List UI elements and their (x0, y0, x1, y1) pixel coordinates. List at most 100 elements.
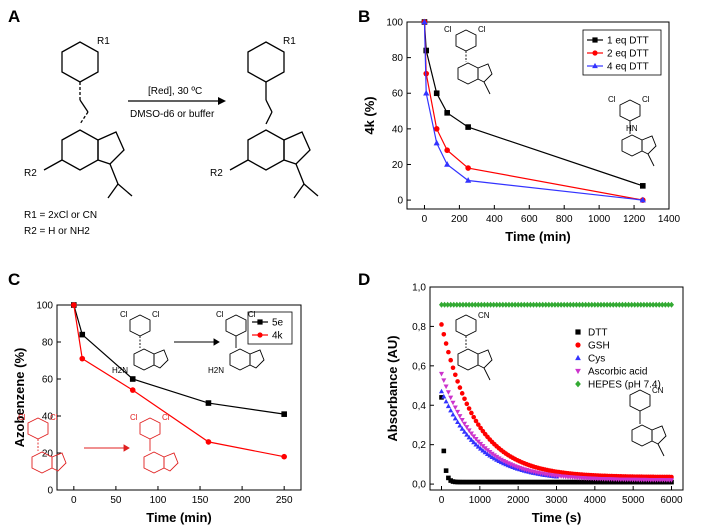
chart-d-legend-marker (575, 354, 581, 361)
chart-b-series-2-eq-dtt-point (444, 147, 450, 154)
r2-definition: R2 = H or NH2 (24, 226, 90, 237)
chart-d-series-cys-point (464, 432, 470, 437)
chart-d-series-ascorbic-acid-point (459, 418, 465, 423)
chart-d-xtick-label: 5000 (622, 495, 645, 506)
chart-d-series-hepes-ph-7-4--point (503, 301, 509, 308)
chart-c-ytick-label: 80 (42, 338, 54, 349)
chart-d-series-ascorbic-acid-point (489, 451, 495, 457)
chart-d-series-dtt-point (561, 479, 566, 485)
product-structure (229, 41, 319, 199)
chart-d-series-hepes-ph-7-4--point (537, 301, 543, 308)
chart-d-series-hepes-ph-7-4--point (484, 301, 491, 308)
chart-d-series-dtt-point (595, 479, 601, 485)
chart-b-xtick-label: 600 (521, 214, 538, 225)
chart-c-legend-marker (257, 319, 263, 325)
chart-c-series-4k-point (205, 439, 212, 445)
chart-d-series-cys-point (452, 415, 458, 421)
chart-d-series-ascorbic-acid-point (494, 454, 500, 460)
chart-d-series-cys-point (443, 398, 449, 404)
chart-d-series-ascorbic-acid-point (498, 457, 504, 463)
chart-d-inset-hydrazo (629, 389, 667, 457)
chart-d-series-hepes-ph-7-4--point (573, 301, 579, 308)
chart-d-xtick-label: 4000 (584, 495, 607, 506)
reaction-arrowhead (218, 97, 226, 105)
chart-d-series-hepes-ph-7-4--point (494, 301, 500, 308)
chart-d-series-hepes-ph-7-4--point (583, 301, 589, 308)
chart-b-legend-marker (592, 50, 598, 56)
chart-b-ytick-label: 100 (386, 18, 403, 29)
chart-d-series-hepes-ph-7-4--point (592, 301, 598, 308)
chart-b-xtick-label: 400 (486, 214, 503, 225)
chart-d-inset-azo (455, 314, 493, 381)
chart-d-series-hepes-ph-7-4--point (500, 301, 506, 308)
chart-c-legend-label: 4k (272, 331, 284, 342)
chart-d-series-hepes-ph-7-4--point (478, 301, 484, 308)
chart-c-series-4k-point (281, 453, 287, 460)
chart-d-series-gsh-point (443, 341, 449, 346)
chart-c-series-5e-point (205, 400, 212, 406)
chart-d-legend-marker (575, 380, 581, 388)
chart-d-series-hepes-ph-7-4--point (469, 301, 475, 308)
chart-d-series-hepes-ph-7-4--point (650, 301, 656, 308)
chart-d-series-cys-point (484, 451, 491, 456)
chart-d-series-gsh-point (441, 331, 447, 337)
chart-c-xtick-label: 0 (71, 495, 77, 506)
chart-c-xtick-label: 50 (110, 495, 122, 506)
chart-d-series-dtt-point (538, 479, 543, 485)
chart-c-ytick-label: 20 (42, 449, 54, 460)
chart-c-inset-cl3: Cl (216, 310, 224, 319)
chart-d-series-cys-point (471, 439, 477, 445)
chart-b-xtick-label: 800 (556, 214, 573, 225)
chart-d: 0 1000 2000 3000 4000 5000 6000 0,0 0,2 0,4 0,6 0,8… (385, 283, 684, 525)
chart-d-series-cys-point (445, 403, 451, 409)
chart-d-series-ascorbic-acid-point (496, 456, 502, 461)
chart-d-series-ascorbic-acid-point (491, 453, 497, 459)
chart-d-series-cys-point (457, 422, 463, 428)
chart-b-legend-label: 1 eq DTT (607, 36, 649, 47)
chart-d-series-ascorbic-acid-point (464, 425, 470, 430)
chart-d-series-hepes-ph-7-4--point (644, 301, 650, 308)
chart-d-series-hepes-ph-7-4--point (564, 301, 570, 308)
chart-d-series-gsh-point (453, 372, 458, 378)
chart-d-legend: DTT GSH Cys Ascorbic acid HEPES (pH 7.4) (575, 328, 661, 391)
chart-d-series-hepes-ph-7-4--point (506, 301, 512, 308)
chart-c-series-4k-point (71, 302, 77, 308)
chart-b-inset-cl-left: Cl (444, 25, 452, 34)
chart-d-series-hepes-ph-7-4--point (515, 301, 521, 308)
chart-d-series-ascorbic-acid-point (471, 434, 477, 439)
chart-d-series-cys-point (455, 419, 461, 425)
chart-c-inset-cl1: Cl (120, 310, 128, 319)
chart-d-series-gsh-point (462, 396, 467, 402)
chart-d-xtick-label: 3000 (545, 495, 568, 506)
chart-b-inset-hydrazo (619, 99, 657, 167)
chart-d-series-ascorbic-acid-point (487, 450, 493, 455)
chart-d-series-cys-point (461, 429, 468, 434)
chart-d-series-cys-point (482, 449, 488, 455)
chart-d-series-hepes-ph-7-4--point (601, 301, 607, 308)
chart-b-ytick-label: 20 (392, 160, 404, 171)
chart-d-series-hepes-ph-7-4--point (457, 301, 463, 308)
chart-d-series-hepes-ph-7-4--point (543, 301, 549, 308)
chart-d-series-hepes-ph-7-4--point (475, 301, 481, 308)
chart-d-xlabel: Time (s) (532, 510, 582, 525)
chart-d-series-cys-point (478, 446, 484, 451)
chart-d-series-hepes-ph-7-4--point (491, 301, 497, 308)
chart-d-series-gsh-point (471, 414, 477, 420)
chart-d-legend-label: DTT (588, 328, 607, 339)
chart-d-series-hepes-ph-7-4--point (524, 301, 530, 308)
chart-b-series-1-eq-dtt-point (423, 47, 430, 54)
chart-b-ytick-label: 80 (392, 53, 404, 64)
chart-b-series-1-eq-dtt-point (433, 90, 440, 97)
chart-d-series-hepes-ph-7-4--point (570, 301, 576, 308)
chart-d-series-cys-point (450, 411, 456, 417)
chart-d-series-hepes-ph-7-4--point (448, 301, 454, 308)
chart-c-inset-h2n-1: H2N (112, 366, 128, 375)
chart-b: 0 200 400 600 800 1000 1200 1400 0 20 40 60 80 100 Tim… (362, 18, 681, 245)
chart-c-legend-label: 5e (272, 318, 284, 329)
chart-c-ylabel: Azobenzene (%) (12, 348, 27, 448)
chart-d-series-dtt-point (572, 479, 578, 485)
chart-d-series-hepes-ph-7-4--point (438, 301, 445, 308)
reactant-structure (43, 41, 133, 199)
panel-b-letter: B (358, 7, 370, 26)
chart-b-series-4-eq-dtt-point (444, 161, 451, 167)
